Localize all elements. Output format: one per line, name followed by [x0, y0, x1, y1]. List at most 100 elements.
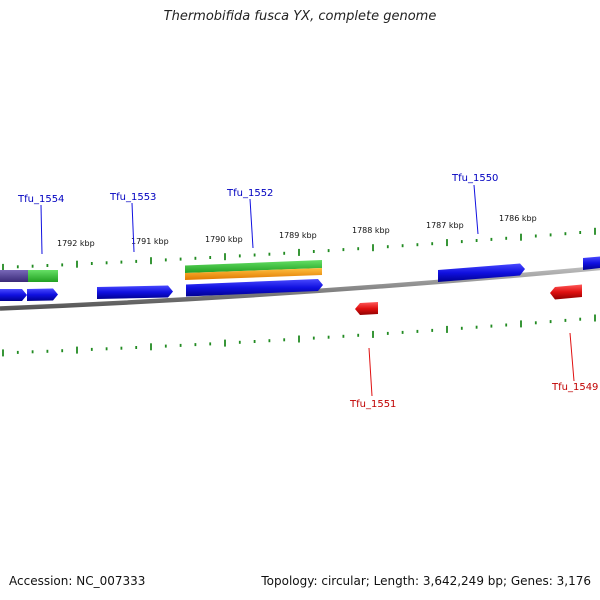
- ruler-major-tick: [594, 227, 596, 235]
- label-tfu-1552[interactable]: Tfu_1552: [226, 188, 273, 199]
- gene-arrow-tfu-1554[interactable]: [27, 288, 58, 302]
- ruler-minor-tick: [283, 251, 286, 255]
- inner-minor-tick: [90, 347, 93, 351]
- inner-minor-tick: [386, 331, 389, 335]
- ruler-major-tick: [150, 257, 152, 265]
- gene-arrow-tfu-1551[interactable]: [355, 302, 378, 315]
- leader-tfu-1551: [368, 347, 373, 397]
- feature-stack-1552[interactable]: [185, 260, 322, 280]
- ruler-minor-tick: [416, 243, 419, 247]
- ruler-major-tick: [298, 248, 300, 256]
- accession-text: Accession: NC_007333: [9, 574, 146, 588]
- gene-arrow-forward[interactable]: [0, 289, 27, 301]
- genome-summary-text: Topology: circular; Length: 3,642,249 bp…: [261, 574, 591, 588]
- ruler-minor-tick: [209, 256, 212, 259]
- ruler-minor-tick: [490, 237, 493, 241]
- ruler-minor-tick: [327, 249, 330, 253]
- inner-minor-tick: [61, 349, 64, 353]
- ruler-label-1790: 1790 kbp: [205, 235, 243, 244]
- ruler-major-tick: [372, 244, 374, 252]
- inner-minor-tick: [475, 325, 478, 329]
- ruler-major-tick: [76, 260, 78, 268]
- ruler-minor-tick: [579, 231, 582, 234]
- ruler-labels: 1792 kbp 1791 kbp 1790 kbp 1789 kbp 1788…: [57, 214, 537, 248]
- inner-minor-tick: [31, 350, 34, 354]
- label-tfu-1550[interactable]: Tfu_1550: [451, 173, 498, 184]
- inner-minor-tick: [268, 339, 271, 343]
- ruler-minor-tick: [564, 232, 567, 236]
- ruler-ticks-lower: [2, 314, 596, 357]
- gene-arrow-right-edge[interactable]: [583, 256, 600, 271]
- feature-left-partial[interactable]: [0, 270, 58, 282]
- inner-minor-tick: [431, 328, 434, 332]
- ruler-ticks-upper: [2, 227, 596, 271]
- inner-minor-tick: [312, 336, 315, 340]
- ruler-label-1791: 1791 kbp: [131, 237, 169, 246]
- inner-minor-tick: [490, 324, 493, 328]
- ruler-minor-tick: [61, 263, 64, 267]
- inner-major-tick: [2, 349, 4, 357]
- label-tfu-1553[interactable]: Tfu_1553: [109, 192, 156, 203]
- ruler-label-1786: 1786 kbp: [499, 214, 537, 223]
- gene-arrow-tfu-1552[interactable]: [186, 279, 323, 297]
- inner-minor-tick: [460, 326, 463, 330]
- inner-minor-tick: [342, 334, 345, 338]
- inner-minor-tick: [579, 317, 582, 321]
- inner-minor-tick: [416, 329, 419, 333]
- ruler-major-tick: [2, 263, 4, 271]
- inner-minor-tick: [401, 330, 404, 334]
- ruler-label-1788: 1788 kbp: [352, 226, 390, 235]
- inner-minor-tick: [283, 338, 286, 342]
- inner-minor-tick: [120, 346, 123, 350]
- ruler-minor-tick: [90, 262, 93, 265]
- inner-minor-tick: [46, 349, 49, 353]
- ruler-minor-tick: [105, 261, 108, 265]
- ruler-minor-tick: [534, 234, 537, 238]
- inner-major-tick: [446, 325, 448, 333]
- ruler-minor-tick: [16, 265, 19, 269]
- inner-major-tick: [520, 320, 522, 328]
- ruler-minor-tick: [357, 247, 360, 251]
- inner-minor-tick: [238, 340, 241, 344]
- map-title: Thermobifida fusca YX, complete genome: [163, 9, 437, 24]
- gene-arrow-tfu-1550[interactable]: [438, 263, 525, 283]
- ruler-minor-tick: [46, 264, 49, 267]
- gene-arrow-tfu-1553[interactable]: [97, 285, 173, 300]
- ruler-minor-tick: [386, 245, 389, 249]
- inner-minor-tick: [105, 347, 108, 351]
- leader-tfu-1549: [569, 332, 575, 382]
- inner-major-tick: [298, 335, 300, 343]
- inner-minor-tick: [179, 343, 182, 347]
- purple-feature[interactable]: [0, 270, 28, 282]
- leader-tfu-1550: [473, 184, 479, 235]
- gene-arrow-tfu-1549[interactable]: [550, 284, 582, 300]
- forward-gene-labels: Tfu_1554 Tfu_1553 Tfu_1552 Tfu_1550: [17, 173, 498, 255]
- inner-minor-tick: [16, 350, 19, 354]
- inner-minor-tick: [194, 343, 197, 347]
- ruler-label-1789: 1789 kbp: [279, 231, 317, 240]
- ruler-minor-tick: [194, 256, 197, 260]
- label-tfu-1551[interactable]: Tfu_1551: [349, 399, 396, 410]
- inner-major-tick: [150, 343, 152, 351]
- ruler-minor-tick: [164, 258, 167, 262]
- ruler-minor-tick: [549, 233, 552, 237]
- ruler-minor-tick: [179, 257, 182, 261]
- inner-minor-tick: [164, 344, 167, 348]
- reverse-gene-labels: Tfu_1551 Tfu_1549: [349, 332, 598, 410]
- inner-major-tick: [594, 314, 596, 322]
- green-feature[interactable]: [185, 260, 322, 273]
- ruler-major-tick: [446, 239, 448, 247]
- inner-major-tick: [224, 339, 226, 347]
- ruler-minor-tick: [312, 250, 315, 253]
- ruler-minor-tick: [238, 254, 241, 258]
- orange-feature[interactable]: [185, 268, 322, 280]
- green-feature-left[interactable]: [28, 270, 58, 282]
- ruler-minor-tick: [342, 248, 345, 252]
- ruler-minor-tick: [268, 252, 271, 256]
- label-tfu-1549[interactable]: Tfu_1549: [551, 382, 598, 393]
- ruler-label-1787: 1787 kbp: [426, 221, 464, 230]
- label-tfu-1554[interactable]: Tfu_1554: [17, 194, 64, 205]
- inner-minor-tick: [534, 321, 537, 325]
- leader-tfu-1553: [131, 202, 135, 253]
